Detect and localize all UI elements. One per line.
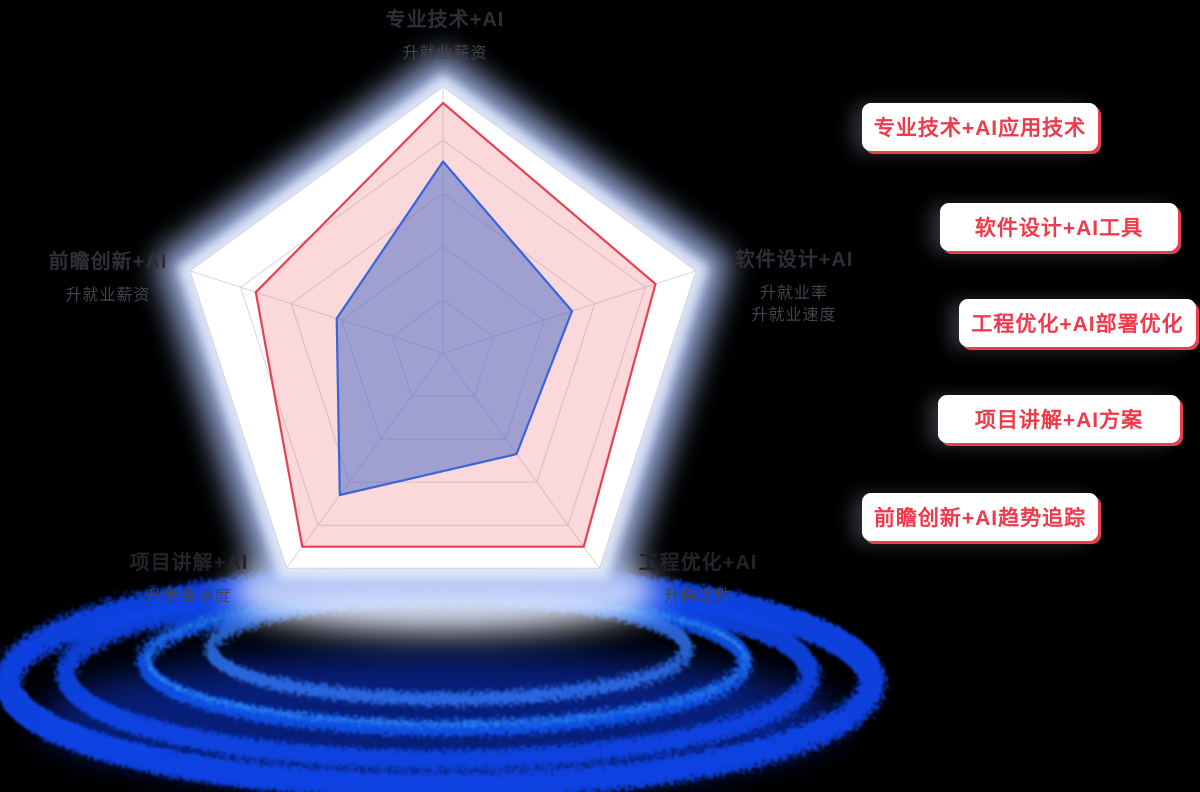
badge-item-3: 工程优化+AI部署优化 bbox=[959, 299, 1196, 347]
grid-ring bbox=[290, 192, 596, 483]
axis-subtitle: 升就业薪资 bbox=[402, 45, 488, 62]
badge-item-2: 软件设计+AI工具 bbox=[940, 203, 1178, 251]
axis-subtitle: 升就业薪资 bbox=[65, 287, 151, 304]
axis-label-bottom-right: 工程优化+AI 升稳定性 bbox=[639, 546, 758, 608]
axis-label-left: 前瞻创新+AI 升就业薪资 bbox=[49, 245, 168, 307]
axis-subtitle: 升就业率 升就业速度 bbox=[751, 285, 837, 324]
badge-item-4: 项目讲解+AI方案 bbox=[938, 395, 1180, 443]
axis-label-right: 软件设计+AI 升就业率 升就业速度 bbox=[735, 243, 854, 327]
axis-subtitle: 升就业速度 bbox=[146, 588, 232, 605]
axis-label-bottom-left: 项目讲解+AI 升就业速度 bbox=[130, 546, 249, 608]
axis-title: 工程优化+AI bbox=[638, 552, 758, 574]
badge-item-1: 专业技术+AI应用技术 bbox=[862, 103, 1098, 151]
axis-subtitle: 升稳定性 bbox=[663, 588, 732, 605]
grid-ring bbox=[189, 86, 697, 569]
axis-label-top: 专业技术+AI 升就业薪资 bbox=[386, 3, 505, 65]
axis-title: 软件设计+AI bbox=[734, 249, 854, 271]
badge-item-5: 前瞻创新+AI趋势追踪 bbox=[862, 493, 1098, 541]
grid-ring bbox=[240, 139, 646, 526]
series-polygon-2 bbox=[335, 160, 574, 497]
axis-title: 前瞻创新+AI bbox=[48, 251, 168, 273]
radar-plot bbox=[154, 49, 732, 599]
axis-title: 专业技术+AI bbox=[385, 9, 505, 31]
axis-title: 项目讲解+AI bbox=[129, 552, 249, 574]
